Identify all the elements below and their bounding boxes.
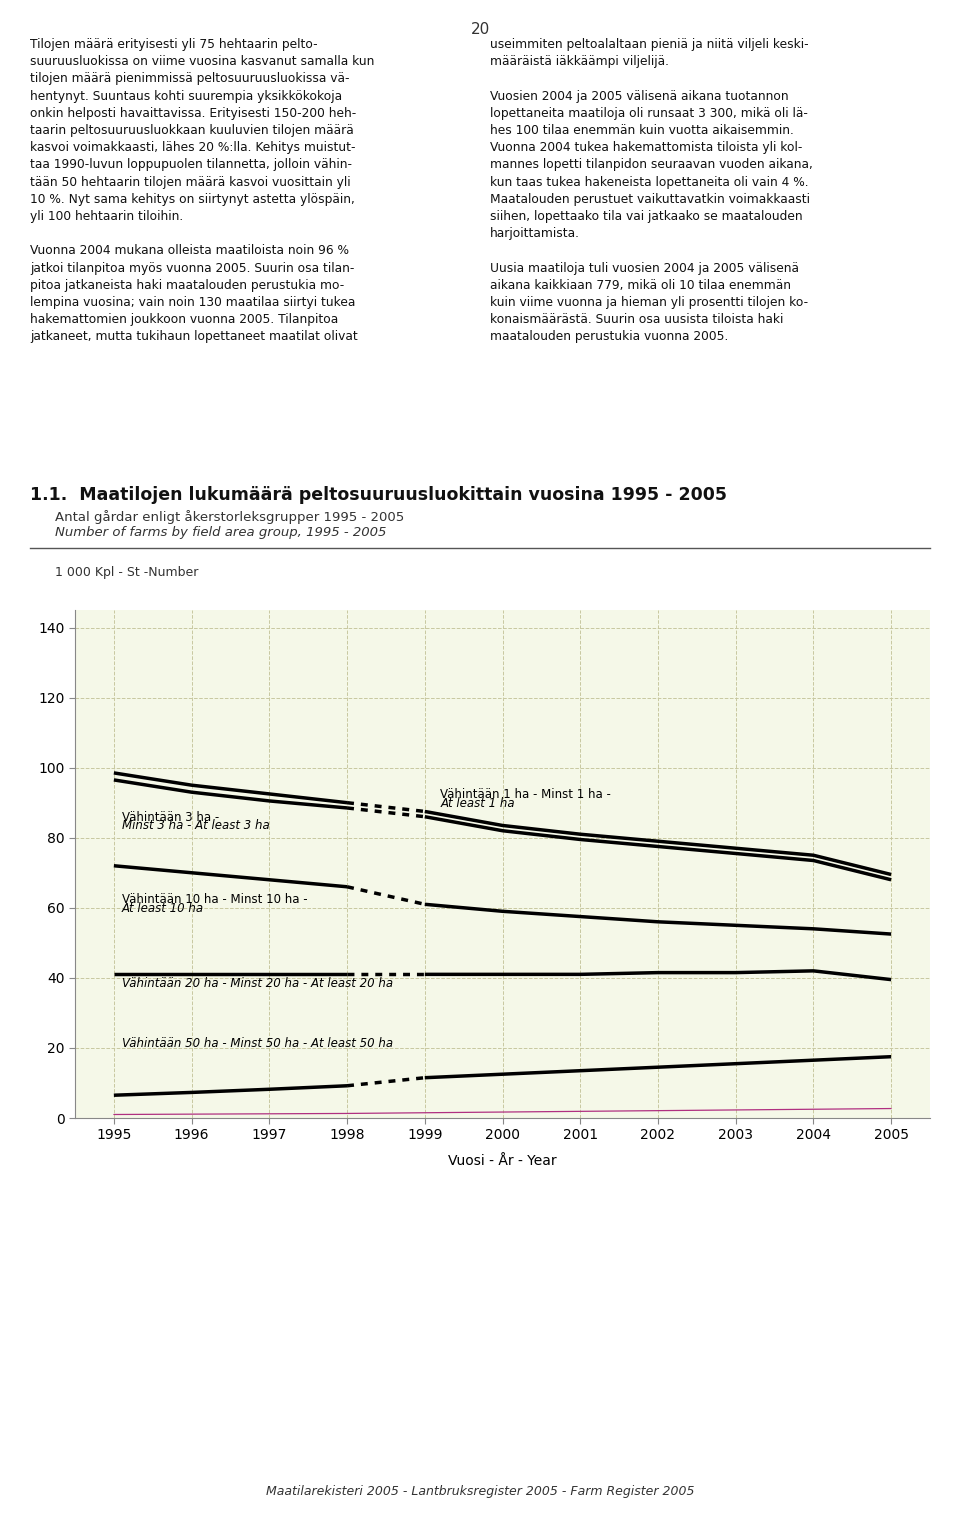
Text: 1.1.  Maatilojen lukumäärä peltosuuruusluokittain vuosina 1995 - 2005: 1.1. Maatilojen lukumäärä peltosuuruuslu…	[30, 486, 727, 504]
Text: Vähintään 20 ha - Minst 20 ha - At least 20 ha: Vähintään 20 ha - Minst 20 ha - At least…	[122, 978, 393, 990]
Text: Vähintään 3 ha -: Vähintään 3 ha -	[122, 810, 219, 824]
Text: 20: 20	[470, 21, 490, 37]
Text: Vähintään 1 ha - Minst 1 ha -: Vähintään 1 ha - Minst 1 ha -	[441, 787, 612, 801]
Text: useimmiten peltoalaltaan pieniä ja niitä viljeli keski-
määräistä iäkkäämpi vilj: useimmiten peltoalaltaan pieniä ja niitä…	[490, 38, 813, 343]
Text: Tilojen määrä erityisesti yli 75 hehtaarin pelto-
suuruusluokissa on viime vuosi: Tilojen määrä erityisesti yli 75 hehtaar…	[30, 38, 374, 343]
Text: Vähintään 50 ha - Minst 50 ha - At least 50 ha: Vähintään 50 ha - Minst 50 ha - At least…	[122, 1037, 393, 1049]
Text: Vähintään 10 ha - Minst 10 ha -: Vähintään 10 ha - Minst 10 ha -	[122, 892, 307, 906]
Text: Number of farms by field area group, 1995 - 2005: Number of farms by field area group, 199…	[55, 525, 386, 539]
X-axis label: Vuosi - År - Year: Vuosi - År - Year	[448, 1153, 557, 1168]
Text: At least 10 ha: At least 10 ha	[122, 902, 204, 915]
Text: Minst 3 ha - At least 3 ha: Minst 3 ha - At least 3 ha	[122, 819, 270, 833]
Text: Maatilarekisteri 2005 - Lantbruksregister 2005 - Farm Register 2005: Maatilarekisteri 2005 - Lantbruksregiste…	[266, 1485, 694, 1499]
Text: 1 000 Kpl - St -Number: 1 000 Kpl - St -Number	[55, 567, 199, 579]
Text: At least 1 ha: At least 1 ha	[441, 797, 515, 810]
Text: Antal gårdar enligt åkerstorleksgrupper 1995 - 2005: Antal gårdar enligt åkerstorleksgrupper …	[55, 510, 404, 524]
